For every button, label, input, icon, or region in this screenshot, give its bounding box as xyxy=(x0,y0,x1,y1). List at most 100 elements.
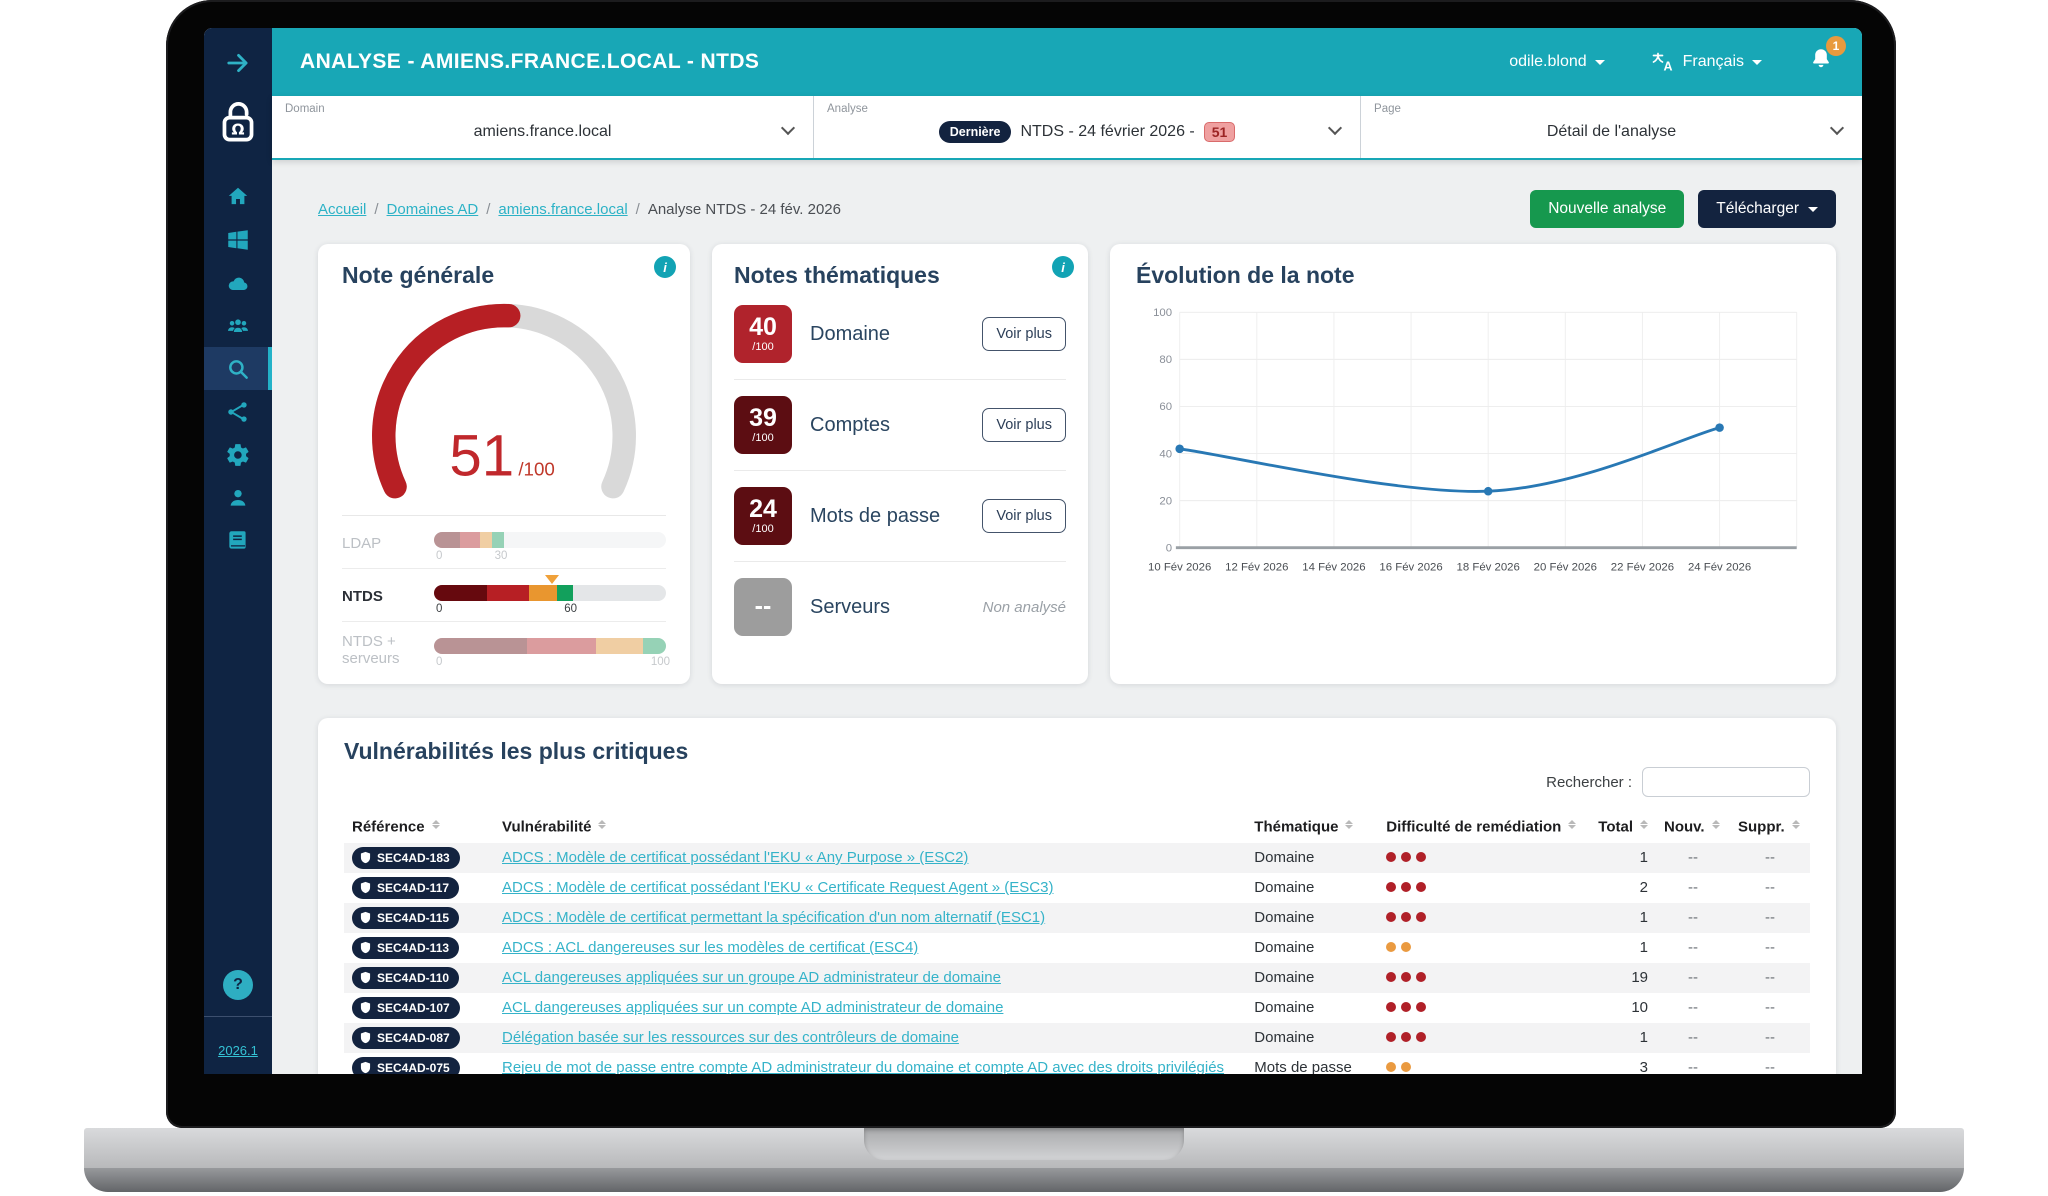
breadcrumb-home[interactable]: Accueil xyxy=(318,200,367,218)
column-header-diff[interactable]: Difficulté de remédiation xyxy=(1378,811,1590,843)
total-cell: 1 xyxy=(1590,842,1656,873)
vulnerability-link[interactable]: Rejeu de mot de passe entre compte AD ad… xyxy=(502,1059,1225,1074)
scale-max-label: 60 xyxy=(564,603,577,615)
new-analysis-button[interactable]: Nouvelle analyse xyxy=(1530,190,1685,228)
column-header-vuln[interactable]: Vulnérabilité xyxy=(494,811,1246,843)
sort-icon xyxy=(1711,818,1720,831)
scale-min-label: 0 xyxy=(436,603,443,615)
scale-bar-track xyxy=(434,638,666,654)
general-score-title: Note générale xyxy=(342,262,495,288)
theme-cell: Domaine xyxy=(1246,1022,1379,1053)
sidebar-item-cloud[interactable] xyxy=(204,261,272,304)
table-row: SEC4AD-117 ADCS : Modèle de certificat p… xyxy=(344,873,1810,903)
help-icon[interactable]: ? xyxy=(223,970,253,1000)
see-more-button[interactable]: Voir plus xyxy=(982,499,1066,533)
column-header-ref[interactable]: Référence xyxy=(344,811,494,843)
theme-cell: Domaine xyxy=(1254,999,1315,1016)
download-button[interactable]: Télécharger xyxy=(1698,190,1836,228)
vulnerability-link[interactable]: ADCS : Modèle de certificat permettant l… xyxy=(502,909,1046,926)
vulnerability-link[interactable]: ADCS : Modèle de certificat possédant l'… xyxy=(502,849,969,866)
evolution-chart: 0 20 40 60 80 100 10 Fév 2026 12 Fév 2026 14 Fév… xyxy=(1148,307,1798,573)
bar-segment xyxy=(487,585,530,601)
analysis-score-chip: 51 xyxy=(1203,122,1236,142)
laptop-base-notch xyxy=(864,1128,1184,1160)
difficulty-dot xyxy=(1401,1002,1412,1012)
page-selector-label: Page xyxy=(1374,103,1401,115)
svg-text:60: 60 xyxy=(1159,401,1172,413)
sidebar-item-search-active[interactable] xyxy=(204,347,272,390)
removed-cell: -- xyxy=(1730,962,1810,993)
new-cell: -- xyxy=(1688,1059,1698,1074)
sidebar-item-network[interactable] xyxy=(204,390,272,433)
breadcrumb-separator: / xyxy=(486,200,491,218)
bar-segment xyxy=(642,638,666,654)
scale-bar-row: NTDS + serveurs 0 100 xyxy=(342,621,670,674)
analysis-selector-label: Analyse xyxy=(827,103,868,115)
see-more-button[interactable]: Voir plus xyxy=(982,317,1066,351)
language-menu[interactable]: A Français xyxy=(1651,51,1762,73)
sidebar-item-windows[interactable] xyxy=(204,218,272,261)
vulnerability-link[interactable]: ACL dangereuses appliquées sur un groupe… xyxy=(502,969,1001,986)
difficulty-dot xyxy=(1386,852,1397,862)
column-header-total[interactable]: Total xyxy=(1590,811,1656,843)
page-selector[interactable]: Page Détail de l'analyse xyxy=(1360,96,1862,158)
home-icon xyxy=(228,187,248,204)
bar-segment xyxy=(491,532,504,548)
difficulty-dot xyxy=(1416,1002,1427,1012)
vulnerability-link[interactable]: Délégation basée sur les ressources sur … xyxy=(502,1029,959,1046)
table-row: SEC4AD-075 Rejeu de mot de passe entre c… xyxy=(344,1053,1810,1074)
breadcrumb-domain[interactable]: amiens.france.local xyxy=(498,200,628,218)
user-menu[interactable]: odile.blond xyxy=(1509,53,1605,71)
breadcrumb-separator: / xyxy=(374,200,379,218)
column-header-theme[interactable]: Thématique xyxy=(1246,811,1378,843)
vulnerability-link[interactable]: ADCS : ACL dangereuses sur les modèles d… xyxy=(502,939,919,956)
theme-score-badge: 39 /100 xyxy=(734,396,792,454)
new-cell: -- xyxy=(1656,842,1730,873)
difficulty-dot xyxy=(1401,912,1412,922)
sidebar-expand-button[interactable] xyxy=(225,44,251,82)
sidebar-item-docs[interactable] xyxy=(204,519,272,562)
theme-score-item: 24 /100 Mots de passe Voir plus xyxy=(734,471,1066,562)
score-evolution-title: Évolution de la note xyxy=(1136,262,1355,288)
laptop-base-bottom xyxy=(84,1168,1964,1192)
column-header-suppr[interactable]: Suppr. xyxy=(1730,811,1810,843)
breadcrumb-domains[interactable]: Domaines AD xyxy=(386,200,479,218)
sidebar-item-user[interactable] xyxy=(204,476,272,519)
total-cell: 3 xyxy=(1639,1059,1648,1074)
not-analyzed-status: Non analysé xyxy=(982,598,1066,616)
notifications-button[interactable]: 1 xyxy=(1808,35,1846,79)
chevron-down-icon xyxy=(1829,120,1845,136)
vulnerabilities-search-input[interactable] xyxy=(1642,767,1810,797)
sidebar-item-home[interactable] xyxy=(204,175,272,218)
domain-selector[interactable]: Domain amiens.france.local xyxy=(272,96,813,158)
padlock-logo-icon: Ω xyxy=(222,102,254,142)
vulnerability-link[interactable]: ACL dangereuses appliquées sur un compte… xyxy=(502,999,1004,1016)
sidebar-item-users[interactable] xyxy=(204,304,272,347)
info-icon[interactable]: i xyxy=(654,256,676,278)
theme-cell: Domaine xyxy=(1246,902,1379,933)
breadcrumb-row: Accueil / Domaines AD / amiens.france.loca… xyxy=(318,190,1836,228)
search-label: Rechercher : xyxy=(1546,773,1632,791)
theme-score-item: 40 /100 Domaine Voir plus xyxy=(734,289,1066,380)
breadcrumb-current: Analyse NTDS - 24 fév. 2026 xyxy=(647,200,841,218)
scale-bar-row: NTDS 0 60 xyxy=(342,568,666,621)
difficulty-dot xyxy=(1416,912,1427,922)
reference-badge: SEC4AD-110 xyxy=(352,966,460,989)
sidebar-item-settings[interactable] xyxy=(204,433,272,476)
chevron-down-icon xyxy=(1327,120,1343,136)
info-icon[interactable]: i xyxy=(1052,256,1074,278)
page-actions: Nouvelle analyse Télécharger xyxy=(1530,190,1836,228)
column-header-nouv[interactable]: Nouv. xyxy=(1656,811,1730,843)
topbar-right: odile.blond A Français 1 xyxy=(1509,35,1846,79)
vulnerability-link[interactable]: ADCS : Modèle de certificat possédant l'… xyxy=(502,879,1054,896)
analysis-selector[interactable]: Analyse Dernière NTDS - 24 février 2026 … xyxy=(813,96,1360,158)
sidebar-divider xyxy=(204,1016,272,1017)
version-link[interactable]: 2026.1 xyxy=(218,1043,258,1058)
table-row: SEC4AD-113 ADCS : ACL dangereuses sur le… xyxy=(344,933,1810,963)
sort-icon xyxy=(1568,818,1577,831)
arrow-right-icon xyxy=(227,54,248,72)
domain-selector-label: Domain xyxy=(285,103,325,115)
shield-icon xyxy=(360,941,371,954)
see-more-button[interactable]: Voir plus xyxy=(982,408,1066,442)
total-cell: 1 xyxy=(1590,1022,1656,1053)
